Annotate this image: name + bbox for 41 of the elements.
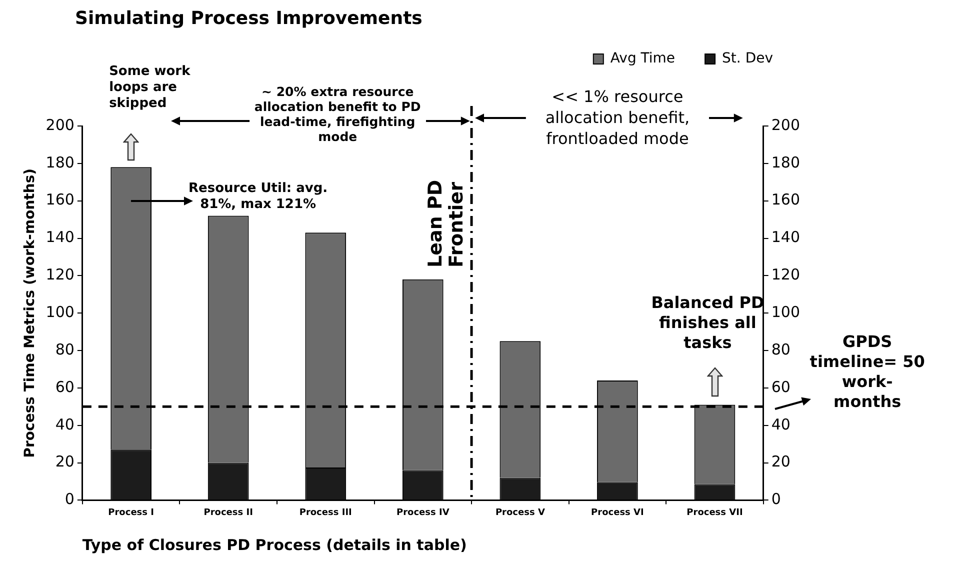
y2-tick-label: 20 [771,452,790,471]
y2-tick-label: 80 [771,340,790,358]
legend-label: Avg Time [610,50,676,67]
y2-tick-label: 0 [771,490,781,508]
y2-tick-label: 200 [771,116,800,134]
y-tick-label: 200 [46,116,74,134]
y-tick-label: 160 [46,190,74,209]
x-axis-title: Type of Closures PD Process (details in table) [82,536,467,554]
text: Some work loops are skipped [109,64,192,112]
x-tick-label: Process II [204,508,253,518]
x-tick-label: Process IV [396,508,450,518]
y-tick-label: 100 [46,302,74,321]
y-tick-label: 140 [46,228,74,246]
y2-tick-label: 140 [771,228,800,246]
x-tick-label: Process V [495,508,545,518]
chart-title: Simulating Process Improvements [75,8,424,29]
y-axis-title: Process Time Metrics (work-months) [22,168,38,458]
y-tick-label: 40 [55,415,74,434]
annotation: Resource Util: avg. 81%, max 121% [188,180,329,213]
y2-tick-label: 100 [771,302,800,321]
x-tick-label: Process VI [591,508,644,518]
y-tick-label: 120 [46,266,74,284]
y2-tick-label: 180 [771,153,800,172]
y-tick-label: 180 [46,153,74,172]
y2-tick-label: 40 [771,415,790,434]
annotation: Lean PD Frontier [424,178,468,268]
y-tick-label: 60 [55,378,74,396]
y2-tick-label: 60 [771,378,790,396]
x-tick-label: Process VII [686,508,743,518]
x-tick-label: Process III [299,508,352,518]
x-tick-label: Process I [108,508,154,518]
annotation: ~ 20% extra resource allocation benefit to PD lead-time, firefighting mode [253,84,422,144]
annotation: << 1% resource allocation benefit, frontloaded mode [544,86,691,149]
y-tick-label: 0 [64,490,74,508]
y-tick-label: 80 [55,340,74,358]
y2-tick-label: 120 [771,266,800,284]
annotation: Balanced PD finishes all tasks [650,292,766,353]
y-tick-label: 20 [55,452,74,471]
ref-line-label: GPDS timeline= 50 work-months [808,332,926,412]
y2-tick-label: 160 [771,190,800,209]
legend-label: St. Dev [722,50,774,67]
